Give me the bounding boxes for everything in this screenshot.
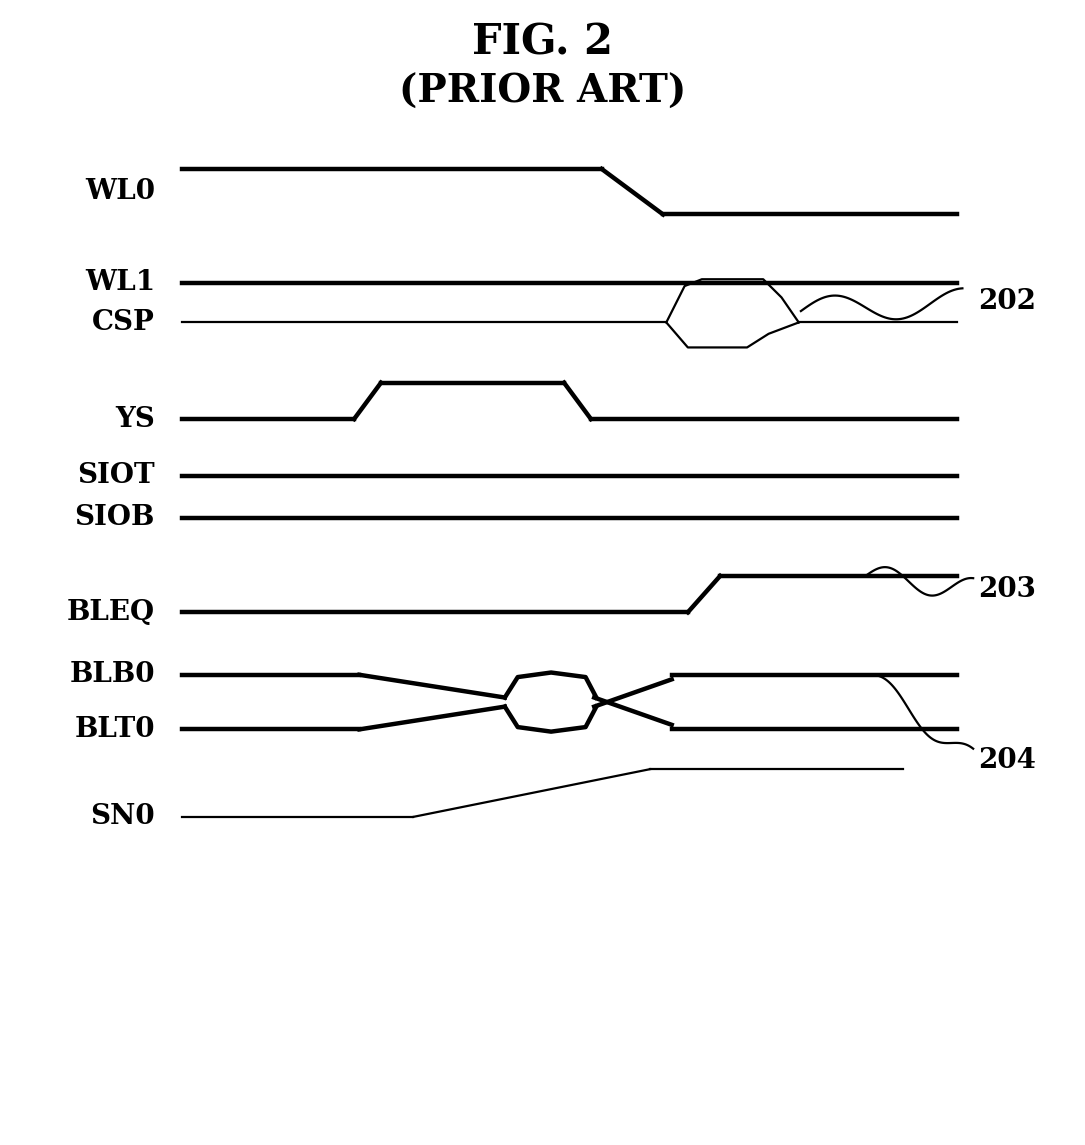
Text: BLT0: BLT0 bbox=[75, 716, 155, 743]
Text: WL0: WL0 bbox=[85, 179, 155, 205]
Text: BLEQ: BLEQ bbox=[67, 599, 155, 626]
Text: 204: 204 bbox=[979, 747, 1036, 774]
Text: BLB0: BLB0 bbox=[69, 662, 155, 688]
Text: (PRIOR ART): (PRIOR ART) bbox=[399, 72, 686, 110]
Text: FIG. 2: FIG. 2 bbox=[472, 22, 613, 63]
Text: SN0: SN0 bbox=[90, 804, 155, 830]
Text: YS: YS bbox=[115, 405, 155, 433]
Text: 203: 203 bbox=[979, 576, 1036, 603]
Text: 202: 202 bbox=[979, 289, 1036, 316]
Text: SIOB: SIOB bbox=[75, 505, 155, 531]
Text: WL1: WL1 bbox=[85, 269, 155, 297]
Text: SIOT: SIOT bbox=[77, 463, 155, 489]
Text: CSP: CSP bbox=[92, 309, 155, 335]
